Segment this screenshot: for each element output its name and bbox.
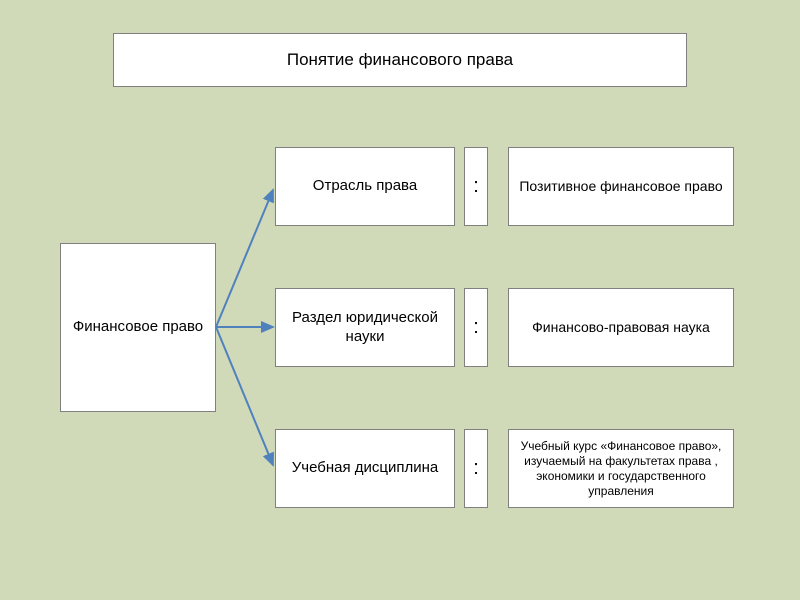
colon-box-1: : — [464, 288, 488, 367]
diagram-canvas: Понятие финансового права Финансовое пра… — [0, 0, 800, 600]
def-text-2: Учебный курс «Финансовое право», изучаем… — [517, 439, 725, 499]
title-box: Понятие финансового права — [113, 33, 687, 87]
def-box-1: Финансово-правовая наука — [508, 288, 734, 367]
root-box: Финансовое право — [60, 243, 216, 412]
colon-text-1: : — [473, 315, 479, 340]
category-text-0: Отрасль права — [313, 177, 417, 196]
category-text-1: Раздел юридической науки — [284, 309, 446, 347]
root-text: Финансовое право — [73, 318, 203, 337]
category-box-1: Раздел юридической науки — [275, 288, 455, 367]
category-text-2: Учебная дисциплина — [292, 459, 439, 478]
def-text-1: Финансово-правовая наука — [532, 319, 710, 337]
category-box-2: Учебная дисциплина — [275, 429, 455, 508]
colon-box-0: : — [464, 147, 488, 226]
title-text: Понятие финансового права — [287, 49, 513, 70]
category-box-0: Отрасль права — [275, 147, 455, 226]
colon-text-0: : — [473, 174, 479, 199]
colon-text-2: : — [473, 456, 479, 481]
def-box-2: Учебный курс «Финансовое право», изучаем… — [508, 429, 734, 508]
colon-box-2: : — [464, 429, 488, 508]
def-text-0: Позитивное финансовое право — [519, 178, 722, 196]
def-box-0: Позитивное финансовое право — [508, 147, 734, 226]
